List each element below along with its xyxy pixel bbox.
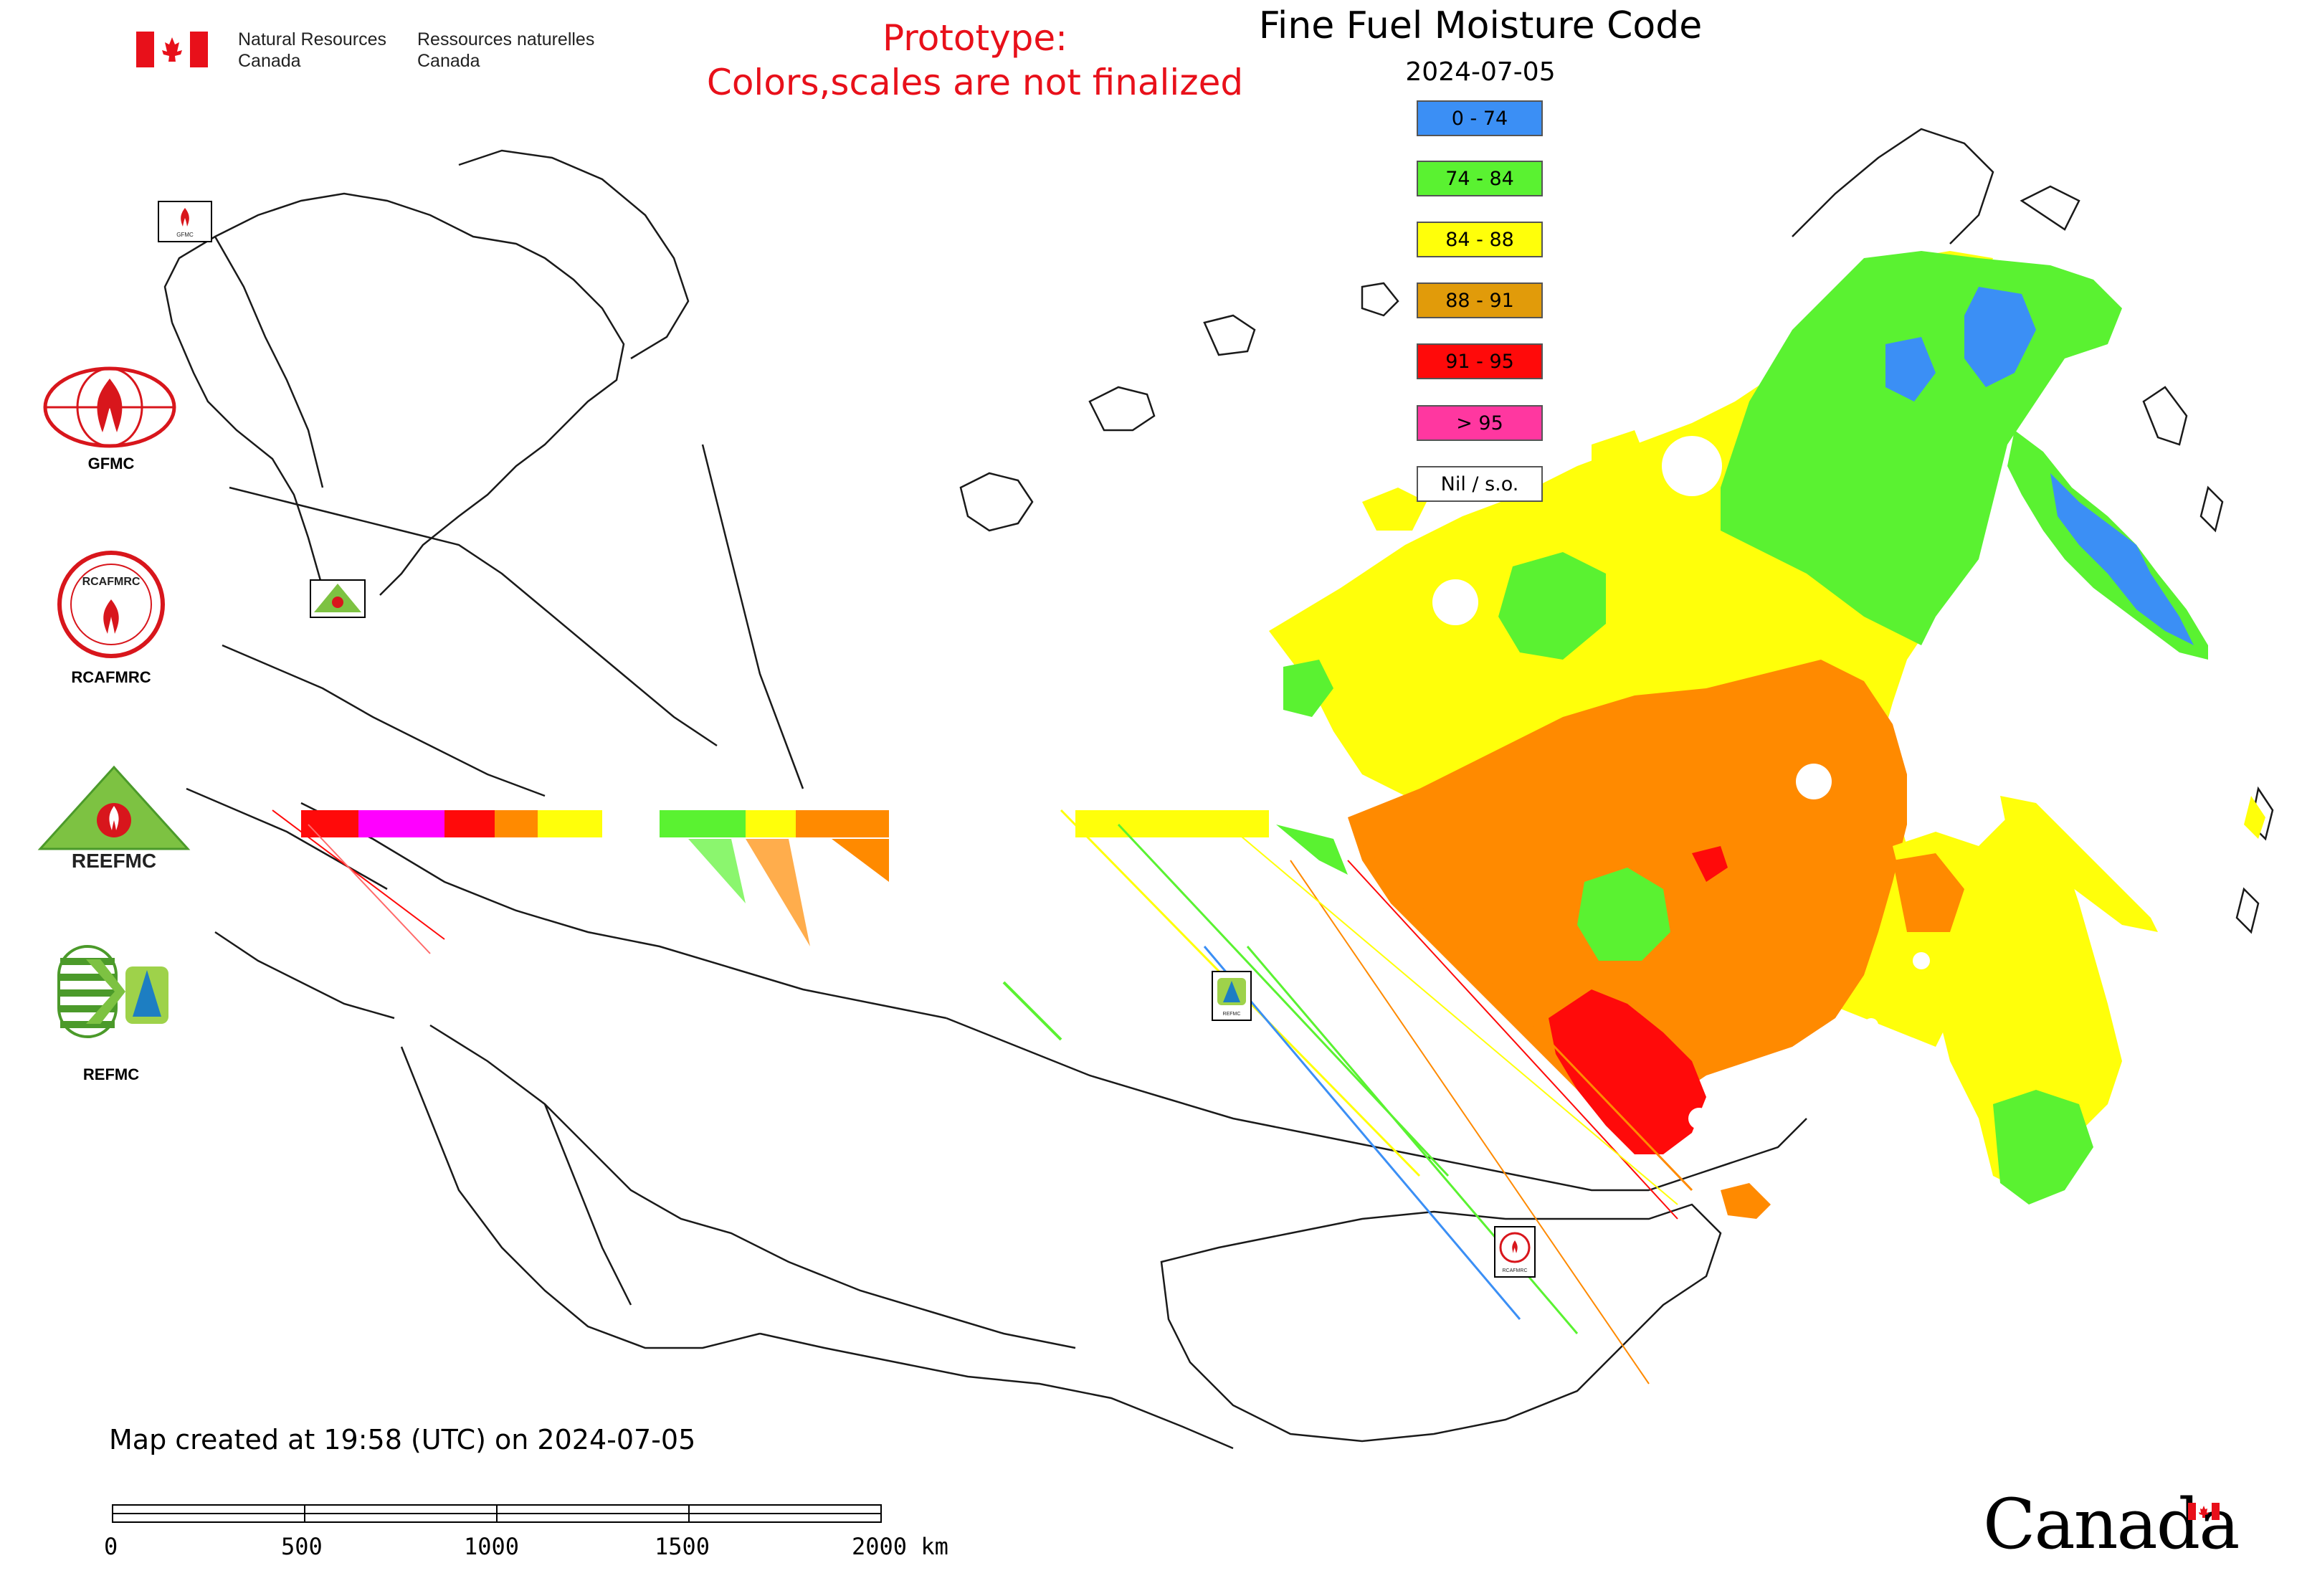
- reefmc-logo-text: REEFMC: [72, 850, 156, 872]
- rcafmrc-logo-text: RCAFMRC: [82, 576, 141, 588]
- scale-label-1000: 1000: [464, 1533, 520, 1560]
- gov-name-en: Natural Resources Canada: [238, 29, 386, 72]
- map-title: Fine Fuel Moisture Code: [1258, 4, 1703, 47]
- legend-item-91-95: 91 - 95: [1417, 343, 1543, 379]
- map-credit: Map created at 19:58 (UTC) on 2024-07-05: [109, 1424, 696, 1455]
- legend-item-nil: Nil / s.o.: [1417, 466, 1543, 502]
- gfmc-logo-icon: [42, 364, 178, 450]
- scale-bar: [112, 1504, 882, 1523]
- refmc-label: REFMC: [82, 1065, 140, 1083]
- rcafmrc-label: RCAFMRC: [71, 668, 151, 686]
- prototype-warning: Prototype: Colors,scales are not finaliz…: [645, 16, 1305, 105]
- gov-fr-line1: Ressources naturelles: [417, 29, 595, 49]
- reefmc-marker-icon: [310, 579, 366, 618]
- gov-fr-line2: Canada: [417, 51, 480, 71]
- legend-item-74-84: 74 - 84: [1417, 161, 1543, 196]
- rcafmrc-logo-icon: RCAFMRC: [56, 549, 167, 660]
- canada-flag-icon: [136, 32, 208, 67]
- rcafmrc-marker-text: RCAFMRC: [1503, 1268, 1528, 1273]
- legend-item-84-88: 84 - 88: [1417, 222, 1543, 257]
- reefmc-logo-icon: REEFMC: [37, 764, 191, 872]
- legend-item-0-74: 0 - 74: [1417, 100, 1543, 136]
- scale-label-500: 500: [281, 1533, 323, 1560]
- ffmc-fill: [1269, 251, 2265, 1219]
- map-date: 2024-07-05: [1405, 57, 1556, 87]
- gfmc-label: GFMC: [87, 455, 135, 472]
- warning-line2: Colors,scales are not finalized: [706, 62, 1244, 103]
- gov-en-line1: Natural Resources: [238, 29, 387, 49]
- warning-line1: Prototype:: [882, 17, 1068, 59]
- gov-name-fr: Ressources naturelles Canada: [417, 29, 594, 72]
- country-boundaries: [163, 128, 2274, 1450]
- legend-item-88-91: 88 - 91: [1417, 282, 1543, 318]
- scale-label-1500: 1500: [655, 1533, 710, 1560]
- western-strip-artifact: [301, 810, 1348, 946]
- wordmark-flag-icon: [2188, 1503, 2220, 1520]
- refmc-marker-text: REFMC: [1223, 1012, 1241, 1017]
- legend-item-gt-95: > 95: [1417, 405, 1543, 441]
- scale-label-0: 0: [104, 1533, 118, 1560]
- scale-label-2000: 2000 km: [852, 1533, 948, 1560]
- gfmc-marker-icon: GFMC: [158, 201, 212, 242]
- gov-en-line2: Canada: [238, 51, 301, 71]
- canada-wordmark: Canada: [1983, 1484, 2240, 1564]
- rcafmrc-marker-icon: RCAFMRC: [1494, 1226, 1536, 1278]
- refmc-logo-icon: [57, 945, 172, 1038]
- gfmc-marker-text: GFMC: [176, 232, 194, 238]
- refmc-marker-icon: REFMC: [1212, 971, 1252, 1021]
